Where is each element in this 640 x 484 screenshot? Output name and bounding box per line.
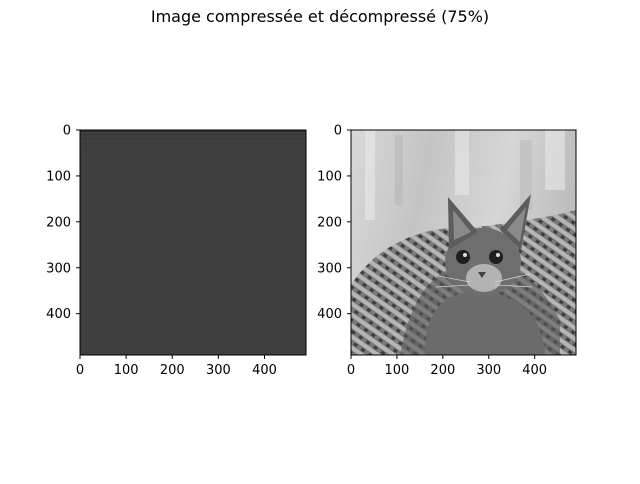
right-y-tick-label: 0 xyxy=(334,124,342,139)
right-image xyxy=(351,130,576,355)
photo-kitten-eye-left xyxy=(456,250,470,264)
left-image-band xyxy=(80,130,306,132)
right-x-tick-label: 300 xyxy=(476,363,501,378)
left-axes-frame xyxy=(79,129,307,356)
image-panel-left: 0 100 200 300 400 0 100 200 300 400 xyxy=(46,124,307,378)
photo-backdrop-stripe xyxy=(520,140,532,210)
left-y-tick-label: 200 xyxy=(46,215,71,230)
photo-backdrop-stripe xyxy=(365,130,375,220)
photo-kitten-ear-inner xyxy=(507,207,526,242)
left-image-band xyxy=(80,138,306,139)
left-y-tick-label: 400 xyxy=(46,307,71,322)
right-y-tick-label: 200 xyxy=(317,215,342,230)
photo-backdrop-stripe xyxy=(395,135,403,205)
left-image-band xyxy=(80,143,306,144)
image-panel-right: 0 100 200 300 400 0 100 200 300 400 xyxy=(317,124,577,378)
left-y-tick-label: 300 xyxy=(46,261,71,276)
photo-backdrop-stripe xyxy=(545,130,565,190)
photo-kitten-eye-right xyxy=(489,250,503,264)
photo-kitten-nose xyxy=(478,272,486,278)
right-y-tick-label: 100 xyxy=(317,169,342,184)
left-image xyxy=(80,130,306,355)
left-x-tick-label: 300 xyxy=(206,363,231,378)
photo-kitten-ear-inner xyxy=(453,210,471,240)
left-y-tick-label: 0 xyxy=(63,124,71,139)
right-x-axis: 0 100 200 300 400 xyxy=(347,355,547,378)
right-x-tick-label: 100 xyxy=(385,363,410,378)
figure-title: Image compressée et décompressé (75%) xyxy=(150,7,490,26)
left-x-axis: 0 100 200 300 400 xyxy=(76,355,277,378)
photo-kitten-body xyxy=(425,291,545,355)
left-image-band xyxy=(80,150,306,151)
right-x-tick-label: 200 xyxy=(430,363,455,378)
right-y-tick-label: 400 xyxy=(317,307,342,322)
left-x-tick-label: 400 xyxy=(252,363,277,378)
right-x-tick-label: 400 xyxy=(522,363,547,378)
left-y-axis: 0 100 200 300 400 xyxy=(46,124,80,322)
left-image-band xyxy=(80,134,306,135)
photo-kitten-whiskers xyxy=(435,273,533,288)
left-x-tick-label: 0 xyxy=(76,363,84,378)
right-axes-frame xyxy=(350,129,577,356)
photo-kitten-head xyxy=(445,228,521,296)
right-y-axis: 0 100 200 300 400 xyxy=(317,124,351,322)
photo-kitten-eye-glint xyxy=(463,253,467,257)
photo-backdrop-stripe xyxy=(455,130,469,195)
photo-kitten-muzzle xyxy=(466,264,502,292)
photo-kitten-eye-glint xyxy=(496,253,500,257)
left-image-fill xyxy=(80,130,306,355)
right-y-tick-label: 300 xyxy=(317,261,342,276)
right-x-tick-label: 0 xyxy=(347,363,355,378)
left-x-tick-label: 200 xyxy=(160,363,185,378)
left-x-tick-label: 100 xyxy=(114,363,139,378)
left-y-tick-label: 100 xyxy=(46,169,71,184)
